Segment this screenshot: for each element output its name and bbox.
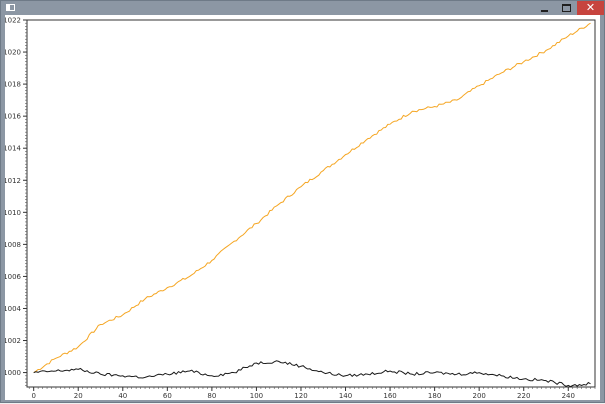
x-tick-label: 20 (74, 392, 83, 400)
line-chart: 1000100210041006100810101012101410161018… (3, 17, 596, 400)
x-tick-label: 140 (339, 392, 352, 400)
x-tick-label: 160 (383, 392, 396, 400)
title-bar[interactable]: ✕ (1, 1, 604, 15)
chart-area: 1000 1002 1004 1006 1008 1010 1012 1014 1016 1018… (3, 15, 600, 400)
x-tick-label: 0 (31, 392, 35, 400)
y-tick-label: 1000 (5, 369, 21, 377)
maximize-button[interactable] (555, 1, 577, 15)
x-tick-label: 120 (294, 392, 307, 400)
maximize-icon (561, 4, 571, 12)
series-line-2 (33, 360, 591, 388)
y-tick-label: 1006 (5, 273, 22, 281)
y-tick-label: 1014 (5, 145, 22, 153)
y-tick-label: 1016 (5, 113, 22, 121)
x-tick-label: 240 (562, 392, 575, 400)
window-app-icon[interactable] (6, 4, 15, 11)
close-button[interactable]: ✕ (577, 1, 604, 15)
y-tick-label: 1022 (5, 17, 21, 25)
x-tick-label: 180 (428, 392, 441, 400)
y-tick-label: 1002 (5, 337, 21, 345)
x-tick-label: 80 (207, 392, 216, 400)
x-tick-label: 220 (517, 392, 530, 400)
close-icon: ✕ (585, 1, 596, 14)
y-tick-label: 1012 (5, 177, 21, 185)
y-tick-label: 1020 (5, 49, 21, 57)
x-tick-label: 100 (250, 392, 263, 400)
y-tick-label: 1018 (5, 81, 21, 89)
x-tick-label: 60 (163, 392, 172, 400)
minimize-button[interactable] (533, 1, 555, 15)
series-line-1 (33, 22, 591, 374)
y-tick-label: 1004 (5, 305, 22, 313)
x-tick-label: 40 (118, 392, 127, 400)
x-tick-label: 200 (472, 392, 485, 400)
minimize-icon (540, 10, 548, 12)
plot-frame (26, 19, 596, 388)
y-tick-label: 1008 (5, 241, 21, 249)
y-tick-label: 1010 (5, 209, 21, 217)
